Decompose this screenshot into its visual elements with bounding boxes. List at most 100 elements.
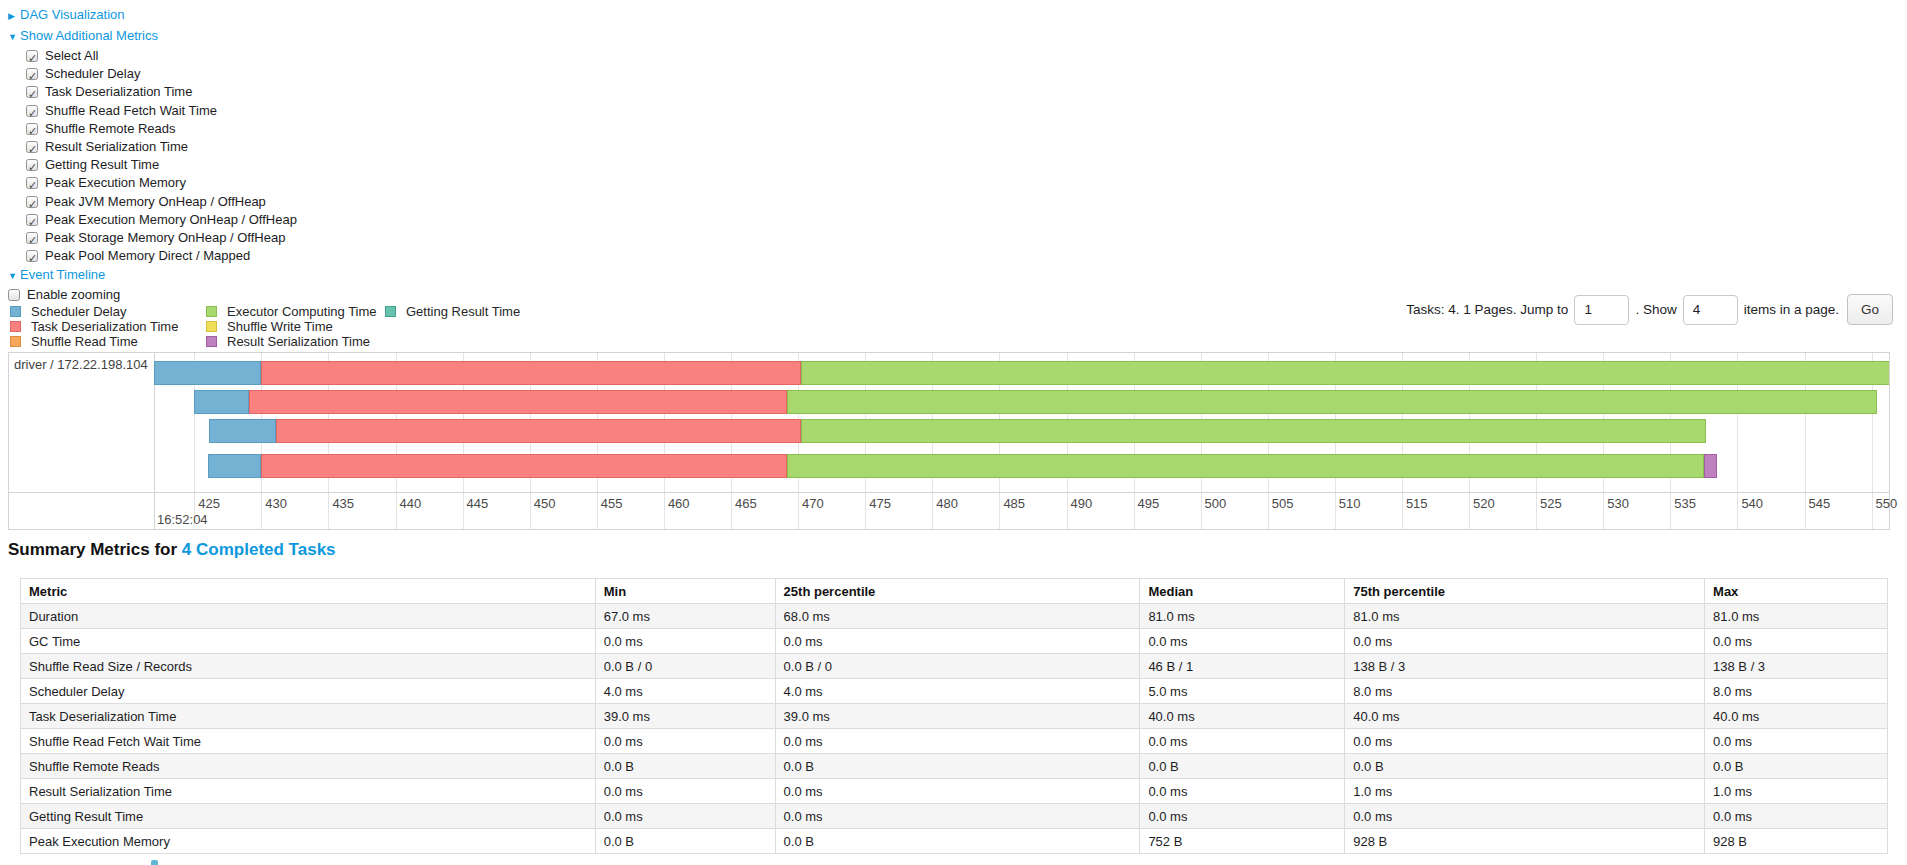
table-cell: 0.0 ms <box>1345 629 1705 654</box>
checkbox-shuffle-read-fetch-wait-time[interactable] <box>26 105 38 117</box>
axis-tick-label: 485 <box>1003 496 1025 511</box>
enable-zooming-checkbox[interactable] <box>8 289 20 301</box>
table-cell: 68.0 ms <box>775 604 1140 629</box>
legend-column: Executor Computing TimeShuffle Write Tim… <box>206 305 385 349</box>
axis-tick-label: 490 <box>1071 496 1093 511</box>
column-header: 75th percentile <box>1345 579 1705 604</box>
metric-checkbox-row: Peak Execution Memory OnHeap / OffHeap <box>26 211 297 229</box>
legend-item-executor-computing: Executor Computing Time <box>206 305 385 320</box>
table-cell: Shuffle Remote Reads <box>21 754 596 779</box>
go-button[interactable]: Go <box>1847 294 1893 325</box>
checkbox-label: Peak Execution Memory <box>45 175 186 190</box>
table-cell: 0.0 ms <box>1345 729 1705 754</box>
table-cell: 138 B / 3 <box>1345 654 1705 679</box>
completed-tasks-link[interactable]: 4 Completed Tasks <box>182 540 336 559</box>
task-1-task-deserialization-segment[interactable] <box>249 390 787 414</box>
axis-tick-label: 500 <box>1205 496 1227 511</box>
table-cell: 40.0 ms <box>1140 704 1345 729</box>
task-0-executor-computing-segment[interactable] <box>801 361 1889 385</box>
axis-tick-label: 530 <box>1607 496 1629 511</box>
table-cell: 1.0 ms <box>1345 779 1705 804</box>
table-cell: 40.0 ms <box>1705 704 1888 729</box>
table-cell: 752 B <box>1140 829 1345 854</box>
table-row: Shuffle Read Fetch Wait Time0.0 ms0.0 ms… <box>21 729 1888 754</box>
task-0-scheduler-delay-segment[interactable] <box>154 361 261 385</box>
table-cell: 0.0 ms <box>1140 629 1345 654</box>
table-header-row: MetricMin25th percentileMedian75th perce… <box>21 579 1888 604</box>
task-3-task-deserialization-segment[interactable] <box>261 454 787 478</box>
task-2-task-deserialization-segment[interactable] <box>276 419 801 443</box>
table-cell: 928 B <box>1345 829 1705 854</box>
checkbox-result-serialization-time[interactable] <box>26 141 38 153</box>
dag-visualization-toggle[interactable]: ▶DAG Visualization <box>8 5 297 26</box>
task-deserialization-swatch-icon <box>10 321 21 332</box>
expanded-arrow-icon: ▼ <box>8 28 20 47</box>
checkbox-shuffle-remote-reads[interactable] <box>26 123 38 135</box>
column-header: Metric <box>21 579 596 604</box>
checkbox-peak-storage-memory-onheap-offheap[interactable] <box>26 232 38 244</box>
checkbox-peak-jvm-memory-onheap-offheap[interactable] <box>26 196 38 208</box>
stage-controls: ▶DAG Visualization ▼Show Additional Metr… <box>8 5 297 304</box>
table-cell: 4.0 ms <box>775 679 1140 704</box>
axis-tick-label: 430 <box>265 496 287 511</box>
metrics-checkbox-list: Select AllScheduler DelayTask Deserializ… <box>26 47 297 265</box>
table-cell: 0.0 ms <box>1705 729 1888 754</box>
table-cell: 0.0 B <box>595 754 775 779</box>
table-row: Result Serialization Time0.0 ms0.0 ms0.0… <box>21 779 1888 804</box>
task-2-scheduler-delay-segment[interactable] <box>209 419 276 443</box>
legend-label: Task Deserialization Time <box>31 319 178 334</box>
table-cell: 0.0 ms <box>595 779 775 804</box>
legend-label: Getting Result Time <box>406 304 520 319</box>
table-cell: 0.0 ms <box>595 729 775 754</box>
metric-checkbox-row: Shuffle Remote Reads <box>26 120 297 138</box>
table-cell: 928 B <box>1705 829 1888 854</box>
checkbox-peak-pool-memory-direct-mapped[interactable] <box>26 250 38 262</box>
table-cell: 0.0 ms <box>1140 804 1345 829</box>
event-timeline-toggle[interactable]: ▼Event Timeline <box>8 265 297 286</box>
jump-to-page-input[interactable] <box>1574 295 1629 325</box>
checkbox-label: Scheduler Delay <box>45 66 140 81</box>
task-1-scheduler-delay-segment[interactable] <box>194 390 249 414</box>
checkbox-label: Task Deserialization Time <box>45 84 192 99</box>
checkbox-scheduler-delay[interactable] <box>26 68 38 80</box>
metric-checkbox-row: Peak Pool Memory Direct / Mapped <box>26 247 297 265</box>
legend-label: Result Serialization Time <box>227 334 370 349</box>
axis-tick-label: 450 <box>534 496 556 511</box>
checkbox-label: Shuffle Remote Reads <box>45 121 176 136</box>
scheduler-delay-swatch-icon <box>10 306 21 317</box>
table-cell: 0.0 ms <box>1140 779 1345 804</box>
table-cell: 5.0 ms <box>1140 679 1345 704</box>
axis-tick-label: 440 <box>400 496 422 511</box>
table-cell: Peak Execution Memory <box>21 829 596 854</box>
task-3-scheduler-delay-segment[interactable] <box>208 454 262 478</box>
checkbox-peak-execution-memory[interactable] <box>26 177 38 189</box>
task-3-executor-computing-segment[interactable] <box>787 454 1704 478</box>
table-cell: 0.0 ms <box>1705 629 1888 654</box>
table-cell: 0.0 ms <box>595 804 775 829</box>
task-1-executor-computing-segment[interactable] <box>787 390 1877 414</box>
table-cell: Shuffle Read Size / Records <box>21 654 596 679</box>
axis-separator <box>9 492 1889 493</box>
clipped-next-section <box>151 860 158 865</box>
checkbox-select-all[interactable] <box>26 50 38 62</box>
metric-checkbox-row: Peak JVM Memory OnHeap / OffHeap <box>26 193 297 211</box>
axis-tick-label: 470 <box>802 496 824 511</box>
metric-checkbox-row: Scheduler Delay <box>26 65 297 83</box>
items-per-page-input[interactable] <box>1683 295 1738 325</box>
task-2-executor-computing-segment[interactable] <box>801 419 1707 443</box>
task-0-task-deserialization-segment[interactable] <box>261 361 800 385</box>
summary-metrics-table: MetricMin25th percentileMedian75th perce… <box>20 578 1888 854</box>
task-pagination: Tasks: 4. 1 Pages. Jump to . Show items … <box>1406 294 1893 325</box>
table-cell: 0.0 ms <box>1345 804 1705 829</box>
show-additional-metrics-toggle[interactable]: ▼Show Additional Metrics <box>8 26 297 47</box>
table-cell: 0.0 B / 0 <box>775 654 1140 679</box>
checkbox-getting-result-time[interactable] <box>26 159 38 171</box>
table-cell: Result Serialization Time <box>21 779 596 804</box>
tasks-count-text: Tasks: 4. 1 Pages. Jump to <box>1406 302 1568 317</box>
axis-tick-label: 475 <box>869 496 891 511</box>
checkbox-task-deserialization-time[interactable] <box>26 86 38 98</box>
axis-tick-label: 435 <box>332 496 354 511</box>
table-cell: 81.0 ms <box>1705 604 1888 629</box>
task-3-result-serialization-segment[interactable] <box>1704 454 1717 478</box>
checkbox-peak-execution-memory-onheap-offheap[interactable] <box>26 214 38 226</box>
